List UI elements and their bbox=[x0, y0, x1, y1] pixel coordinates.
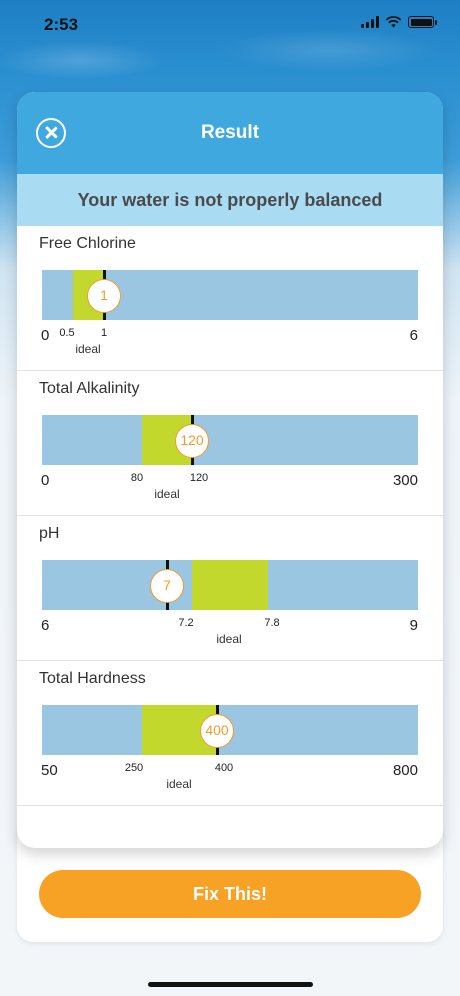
ideal-low: 80 bbox=[130, 472, 144, 484]
scale-min: 0 bbox=[41, 472, 50, 489]
signal-icon bbox=[361, 16, 379, 28]
range-bar: 7 bbox=[42, 560, 418, 610]
ideal-label: ideal bbox=[75, 342, 101, 356]
ideal-low: 250 bbox=[124, 762, 144, 774]
status-bar: 2:53 bbox=[0, 0, 460, 50]
balance-status-banner: Your water is not properly balanced bbox=[17, 174, 443, 226]
scale-min: 50 bbox=[41, 762, 58, 779]
battery-icon bbox=[408, 16, 437, 28]
ideal-high: 7.8 bbox=[264, 617, 280, 629]
ideal-low: 0.5 bbox=[59, 327, 75, 339]
reading-name: Total Alkalinity bbox=[39, 380, 140, 397]
status-icons bbox=[361, 16, 437, 28]
reading-free-chlorine: Free Chlorine 1 0 0.5 1 ideal 6 bbox=[17, 226, 443, 371]
scale-max: 800 bbox=[392, 762, 418, 779]
scale-max: 300 bbox=[392, 472, 418, 489]
ideal-zone bbox=[192, 560, 268, 610]
reading-total-alkalinity: Total Alkalinity 120 0 80 120 ideal 300 bbox=[17, 371, 443, 516]
reading-name: Total Hardness bbox=[39, 670, 146, 687]
ideal-label: ideal bbox=[216, 632, 242, 646]
reading-name: pH bbox=[39, 525, 60, 542]
ideal-label: ideal bbox=[166, 777, 192, 791]
reading-marker: 7 bbox=[150, 569, 184, 603]
ideal-low: 7.2 bbox=[178, 617, 194, 629]
range-bar: 120 bbox=[42, 415, 418, 465]
scale-min: 6 bbox=[41, 617, 50, 634]
status-time: 2:53 bbox=[44, 15, 79, 34]
scale-min: 0 bbox=[41, 327, 50, 344]
modal-header: Result bbox=[17, 92, 443, 174]
reading-ph: pH 7 6 7.2 7.8 ideal 9 bbox=[17, 516, 443, 661]
close-icon[interactable] bbox=[36, 118, 66, 148]
reading-total-hardness: Total Hardness 400 50 250 400 ideal 800 bbox=[17, 661, 443, 806]
ideal-high: 400 bbox=[214, 762, 234, 774]
reading-marker: 400 bbox=[200, 714, 234, 748]
result-modal: Result Your water is not properly balanc… bbox=[17, 92, 443, 848]
ideal-high: 1 bbox=[100, 327, 108, 339]
reading-marker: 120 bbox=[175, 424, 209, 458]
reading-name: Free Chlorine bbox=[39, 235, 136, 252]
scale-max: 9 bbox=[409, 617, 418, 634]
scale-max: 6 bbox=[409, 327, 418, 344]
reading-marker: 1 bbox=[87, 279, 121, 313]
home-indicator bbox=[148, 982, 313, 987]
ideal-label: ideal bbox=[154, 487, 180, 501]
wifi-icon bbox=[385, 16, 402, 28]
modal-title: Result bbox=[200, 122, 260, 143]
range-bar: 1 bbox=[42, 270, 418, 320]
range-bar: 400 bbox=[42, 705, 418, 755]
fix-this-button[interactable]: Fix This! bbox=[39, 870, 421, 918]
ideal-high: 120 bbox=[189, 472, 209, 484]
